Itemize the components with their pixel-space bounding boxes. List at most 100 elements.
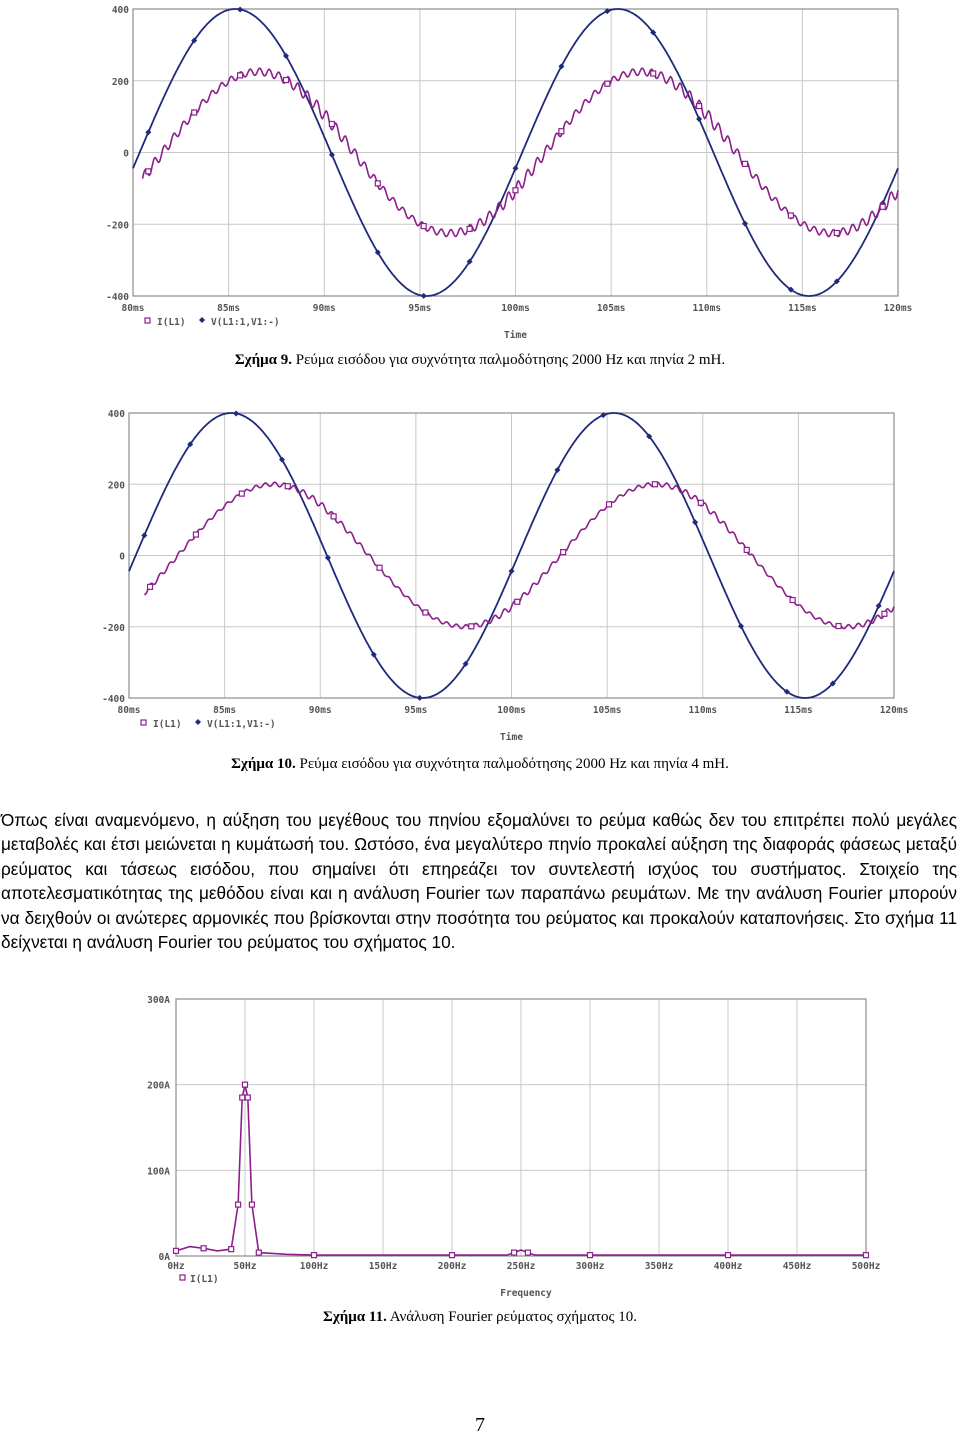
x-tick-label: 50Hz	[234, 1261, 257, 1272]
legend-current-marker	[144, 317, 151, 324]
current-marker	[789, 596, 796, 604]
x-tick-label: 105ms	[593, 705, 622, 716]
current-marker	[145, 168, 152, 175]
x-tick-label: 95ms	[408, 303, 431, 314]
x-tick-label: 120ms	[884, 303, 913, 314]
voltage-marker	[646, 433, 653, 440]
current-trace	[141, 67, 899, 238]
x-tick-label: 110ms	[692, 303, 721, 314]
current-marker	[560, 549, 567, 556]
voltage-marker	[600, 412, 607, 419]
figure-10-caption: Σχήμα 10. Ρεύμα εισόδου για συχνότητα πα…	[0, 756, 960, 773]
legend-voltage-marker	[195, 719, 201, 725]
x-tick-label: 150Hz	[369, 1261, 398, 1272]
current-marker	[146, 583, 154, 590]
voltage-marker	[328, 151, 335, 158]
body-paragraph: Όπως είναι αναμενόμενο, η αύξηση του μεγ…	[1, 810, 957, 953]
current-marker	[330, 513, 337, 520]
figure-9-chart: 80ms 85ms 90ms 95ms 100ms 105ms 110ms 115ms 120m…	[0, 0, 960, 345]
spectrum-marker	[448, 1252, 456, 1259]
spectrum-marker	[172, 1247, 180, 1254]
x-tick-label: 105ms	[597, 303, 626, 314]
current-marker	[835, 622, 842, 630]
spectrum-marker	[586, 1252, 594, 1259]
current-marker	[420, 222, 427, 230]
current-marker	[741, 160, 749, 167]
current-marker	[468, 623, 475, 630]
voltage-marker	[738, 623, 744, 630]
spectrum-marker	[862, 1252, 870, 1259]
x-tick-label: 110ms	[688, 705, 717, 716]
voltage-marker	[783, 688, 790, 695]
y-tick-label: 0	[119, 552, 125, 563]
current-marker	[328, 120, 335, 128]
y-tick-label: -400	[102, 694, 125, 705]
y-tick-label: 200	[112, 77, 129, 88]
current-marker	[284, 483, 291, 490]
spectrum-marker	[244, 1094, 251, 1101]
voltage-marker	[692, 519, 699, 526]
voltage-marker	[554, 466, 561, 473]
y-tick-label: 200	[108, 480, 125, 491]
x-tick-label: 450Hz	[783, 1261, 812, 1272]
current-marker	[238, 490, 245, 497]
x-tick-label: 90ms	[313, 303, 336, 314]
current-marker	[512, 187, 519, 194]
figure-11-chart: 0Hz 50Hz 100Hz 150Hz 200Hz 250Hz 300Hz 350Hz 400…	[0, 992, 960, 1302]
voltage-marker	[558, 63, 565, 70]
voltage-marker	[512, 165, 519, 172]
voltage-marker	[283, 52, 289, 59]
plot-frame	[132, 8, 899, 297]
voltage-marker	[416, 694, 423, 701]
legend-current-label: I(L1)	[190, 1274, 219, 1285]
x-tick-label: 115ms	[788, 303, 817, 314]
x-tick-label: 80ms	[118, 705, 141, 716]
y-tick-label: 400	[112, 5, 129, 16]
voltage-marker	[141, 532, 148, 539]
voltage-marker	[742, 220, 748, 227]
x-tick-label: 85ms	[213, 705, 236, 716]
current-marker	[605, 501, 613, 508]
voltage-marker	[370, 651, 377, 658]
x-tick-label: 100Hz	[300, 1261, 329, 1272]
x-tick-label: 500Hz	[852, 1261, 881, 1272]
figure-11-caption-text: Ανάλυση Fourier ρεύματος σχήματος 10.	[389, 1309, 637, 1325]
x-tick-label: 80ms	[122, 303, 145, 314]
voltage-marker	[696, 116, 703, 123]
x-axis-label: Frequency	[500, 1288, 552, 1299]
current-marker	[558, 128, 565, 135]
voltage-marker	[324, 554, 331, 561]
current-marker	[833, 229, 840, 237]
current-marker	[282, 76, 290, 84]
figure-9-caption: Σχήμα 9. Ρεύμα εισόδου για συχνότητα παλ…	[0, 352, 960, 369]
voltage-marker	[374, 249, 381, 256]
figure-10-caption-label: Σχήμα 10.	[231, 756, 296, 772]
current-marker	[881, 610, 888, 617]
voltage-marker	[462, 660, 469, 667]
current-marker	[514, 598, 521, 605]
figure-10-chart: 80ms 85ms 90ms 95ms 100ms 105ms 110ms 115ms 120m…	[0, 402, 960, 747]
spectrum-marker	[524, 1249, 532, 1256]
voltage-marker	[833, 278, 840, 285]
x-tick-label: 85ms	[217, 303, 240, 314]
figure-10-caption-text: Ρεύμα εισόδου για συχνότητα παλμοδότησης…	[299, 756, 729, 772]
legend-current-label: I(L1)	[157, 317, 186, 328]
x-tick-label: 100ms	[501, 303, 530, 314]
spectrum-marker	[228, 1246, 235, 1253]
x-axis-label: Time	[504, 330, 527, 341]
current-marker	[787, 212, 795, 219]
voltage-marker	[279, 456, 285, 463]
current-marker	[695, 102, 703, 110]
legend-voltage-marker	[199, 317, 205, 323]
voltage-marker	[191, 37, 198, 44]
voltage-marker	[508, 568, 515, 575]
spectrum-marker	[200, 1245, 207, 1252]
x-tick-label: 350Hz	[645, 1261, 674, 1272]
spectrum-marker	[724, 1252, 732, 1259]
y-tick-label: -200	[106, 220, 129, 231]
plot-frame	[175, 998, 867, 1257]
voltage-marker	[145, 129, 152, 136]
current-marker	[650, 70, 657, 77]
voltage-marker	[237, 6, 244, 13]
spectrum-marker	[239, 1094, 246, 1101]
